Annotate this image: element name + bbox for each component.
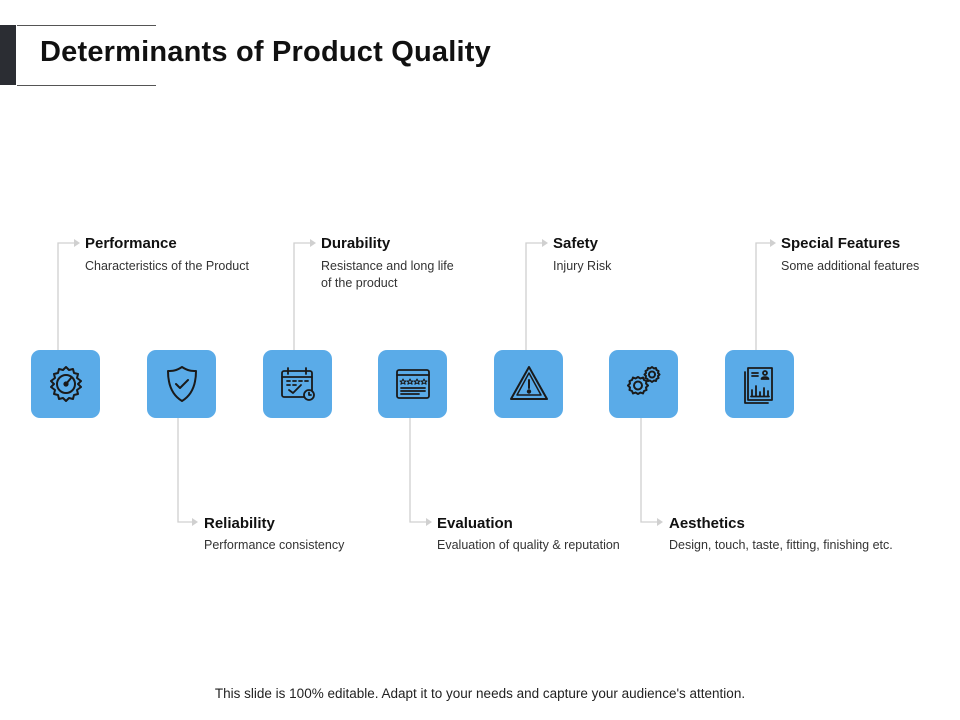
label-performance: Performance [85, 235, 177, 252]
label-durability: Durability [321, 235, 391, 252]
warning-triangle-icon [509, 366, 548, 400]
title-frame [17, 25, 156, 86]
desc-performance: Characteristics of the Product [85, 259, 249, 273]
desc-durability: Resistance and long life of the product [321, 259, 454, 290]
desc-special-features: Some additional features [781, 259, 920, 273]
desc-safety: Injury Risk [553, 259, 612, 273]
desc-aesthetics: Design, touch, taste, fitting, finishing… [669, 538, 893, 552]
report-document-icon [743, 367, 773, 404]
label-special-features: Special Features [781, 235, 901, 252]
tile-performance [31, 350, 100, 418]
calendar-check-icon [280, 367, 315, 401]
tile-durability [263, 350, 332, 418]
gears-icon [626, 366, 660, 395]
footer-note: This slide is 100% editable. Adapt it to… [214, 686, 746, 701]
desc-evaluation: Evaluation of quality & reputation [437, 538, 620, 552]
label-safety: Safety [553, 235, 599, 252]
label-evaluation: Evaluation [437, 515, 513, 532]
title-accent-bar [0, 25, 16, 85]
shield-check-icon [166, 366, 197, 402]
tile-safety [494, 350, 563, 418]
tile-aesthetics [609, 350, 678, 418]
speedometer-gear-icon [49, 366, 82, 402]
label-reliability: Reliability [204, 515, 275, 532]
page-title: Determinants of Product Quality [40, 36, 491, 68]
tile-reliability [147, 350, 216, 418]
desc-reliability: Performance consistency [204, 538, 345, 552]
label-aesthetics: Aesthetics [669, 515, 745, 532]
rating-browser-icon [395, 369, 430, 399]
tile-special-features [725, 350, 794, 418]
tile-evaluation [378, 350, 447, 418]
